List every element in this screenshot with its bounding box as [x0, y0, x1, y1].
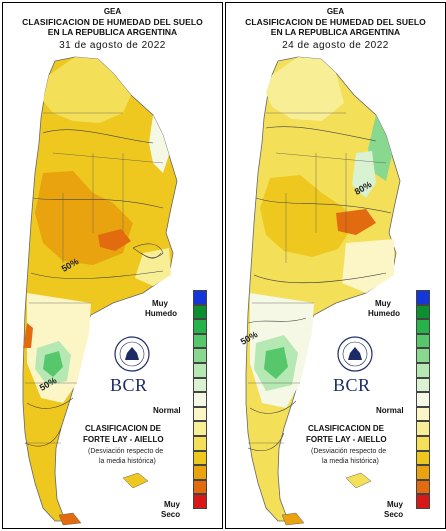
humid-region-northeast: [368, 115, 392, 181]
legend-label-muy: Muy: [152, 299, 168, 308]
legend-swatch: [193, 421, 207, 436]
bcr-seal-logo: [337, 336, 373, 372]
map-title-line2: EN LA REPUBLICA ARGENTINA: [47, 27, 178, 37]
tierra-del-fuego: [281, 512, 305, 526]
normal-region-east: [135, 248, 171, 286]
org-label: GEA: [103, 7, 122, 16]
very-dry-region-south: [23, 323, 33, 348]
legend-swatch: [193, 435, 207, 451]
contour-lines: [24, 129, 164, 447]
legend-swatch: [416, 435, 430, 451]
legend-swatch: [416, 479, 430, 495]
legend-swatch: [416, 450, 430, 466]
map-panel-right: GEA CLASIFICACION DE HUMEDAD DEL SUELO E…: [225, 2, 446, 529]
legend-swatch: [416, 406, 430, 422]
legend-swatch: [416, 392, 430, 407]
legend-swatch: [416, 465, 430, 480]
legend-swatch: [193, 479, 207, 495]
legend-swatch: [193, 450, 207, 466]
legend-swatch: [416, 290, 430, 305]
legend-swatch: [416, 377, 430, 393]
dry-region-center: [260, 175, 354, 257]
map-title-line2: EN LA REPUBLICA ARGENTINA: [270, 27, 401, 37]
malvinas-islands: [122, 472, 149, 489]
source-note1: (Desviación respecto de: [88, 448, 164, 455]
legend-swatch: [193, 494, 207, 509]
source-note1: (Desviación respecto de: [311, 448, 387, 455]
argentina-soil-moisture-map: [245, 56, 401, 526]
legend-scale: [416, 290, 430, 509]
legend-swatch: [193, 304, 207, 320]
argentina-soil-moisture-map: [22, 56, 178, 526]
source-line2: FORTE LAY - AIELLO: [83, 435, 164, 444]
legend-label-seco: Seco: [384, 510, 404, 519]
bcr-seal-logo: [114, 336, 150, 372]
legend-swatch: [416, 362, 430, 378]
humid-core-patagonia: [264, 347, 288, 379]
normal-region-northeast: [352, 151, 376, 198]
very-dry-spot: [98, 229, 131, 251]
source-line2: FORTE LAY - AIELLO: [306, 435, 387, 444]
humid-core-patagonia: [43, 351, 63, 377]
dry-region-north: [43, 57, 131, 123]
legend-swatch: [193, 348, 207, 363]
contour-lines: [247, 126, 392, 452]
legend-swatch: [193, 319, 207, 334]
normal-region-north: [266, 57, 344, 121]
legend-swatch: [416, 348, 430, 363]
province-borders: [25, 112, 164, 444]
legend-swatch: [416, 319, 430, 334]
map-date: 24 de agosto de 2022: [282, 40, 389, 51]
legend-label-normal: Normal: [376, 406, 404, 415]
legend-swatch: [416, 333, 430, 349]
map-panel-left: GEA CLASIFICACION DE HUMEDAD DEL SUELO E…: [2, 2, 223, 529]
source-note2: la media histórica): [322, 458, 379, 465]
legend-label-muy: Muy: [387, 500, 403, 509]
malvinas-islands: [345, 472, 372, 489]
province-borders: [248, 112, 387, 444]
legend-swatch: [416, 304, 430, 320]
map-title-line1: CLASIFICACION DE HUMEDAD DEL SUELO: [22, 17, 203, 27]
legend-scale: [193, 290, 207, 509]
org-label: GEA: [326, 7, 345, 16]
legend-swatch: [193, 377, 207, 393]
legend-label-muy: Muy: [164, 500, 180, 509]
legend-label-humedo: Humedo: [145, 309, 177, 318]
normal-region-southeast: [342, 239, 394, 293]
bcr-logo-text: BCR: [333, 375, 371, 395]
legend-swatch: [193, 465, 207, 480]
legend-swatch: [193, 290, 207, 305]
legend-swatch: [416, 421, 430, 436]
map-date: 31 de agosto de 2022: [59, 40, 166, 51]
legend-swatch: [193, 406, 207, 422]
map-title-line1: CLASIFICACION DE HUMEDAD DEL SUELO: [245, 17, 426, 27]
legend-swatch: [193, 333, 207, 349]
humid-region-northeast: [149, 115, 169, 173]
source-line1: CLASIFICACION DE: [85, 424, 161, 433]
legend-swatch: [416, 494, 430, 509]
legend-swatch: [193, 362, 207, 378]
source-line1: CLASIFICACION DE: [308, 424, 384, 433]
legend-label-humedo: Humedo: [368, 309, 400, 318]
legend-label-seco: Seco: [161, 510, 181, 519]
tierra-del-fuego: [58, 512, 82, 526]
bcr-logo-text: BCR: [110, 375, 148, 395]
legend-label-normal: Normal: [153, 406, 181, 415]
source-note2: la media histórica): [99, 458, 156, 465]
legend-swatch: [193, 392, 207, 407]
legend-label-muy: Muy: [375, 299, 391, 308]
